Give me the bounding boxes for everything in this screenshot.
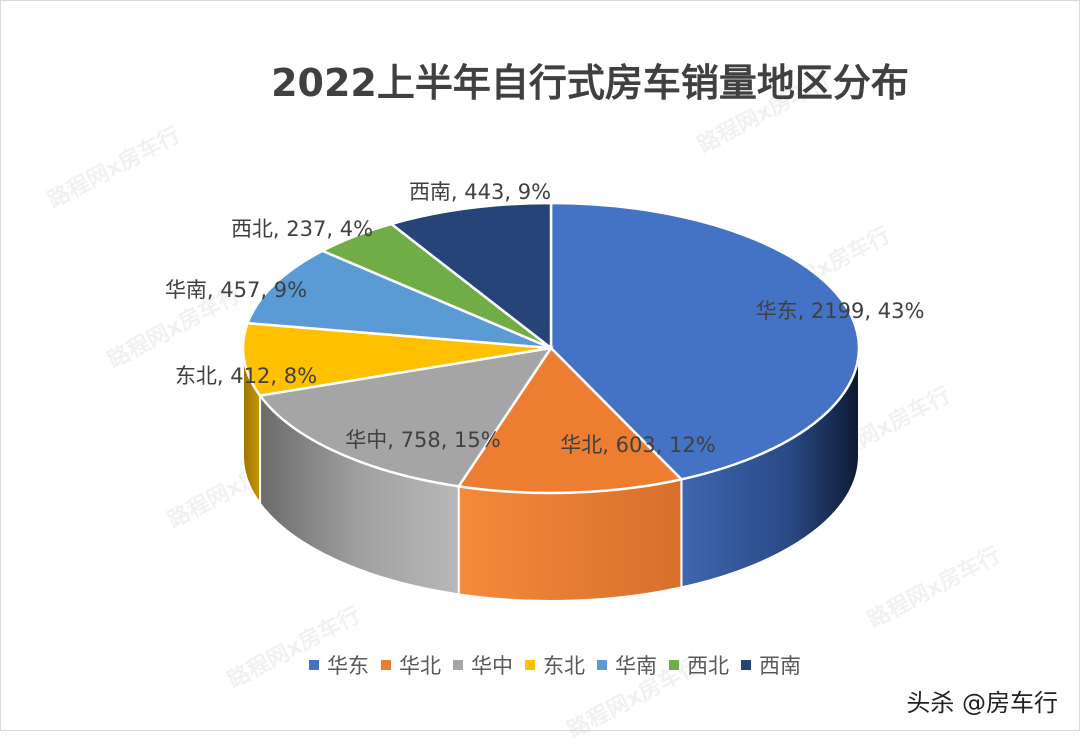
pie-slice-西南[interactable] — [388, 201, 553, 351]
legend-label: 西北 — [687, 654, 729, 678]
pie-slice-东北[interactable] — [241, 321, 552, 397]
pie-slice-华北[interactable] — [456, 346, 684, 495]
legend-swatch — [597, 660, 607, 670]
legend: 华东 华北 华中 东北 华南 西北 西南 — [0, 650, 1080, 680]
legend-swatch — [309, 660, 319, 670]
pie-labels: 华东, 2199, 43% 华北, 603, 12% 华中, 758, 15% 东北,… — [165, 180, 924, 457]
pie-sides — [242, 347, 860, 602]
pie-side-1 — [457, 478, 683, 602]
legend-swatch — [669, 660, 679, 670]
pie-slice-华东[interactable] — [549, 201, 861, 481]
source-credit: 头杀 @房车行 — [906, 689, 1058, 717]
data-label: 华中, 758, 15% — [345, 428, 500, 452]
pie-slice-华中[interactable] — [257, 346, 554, 488]
legend-label: 华东 — [327, 654, 369, 678]
legend-item-xibei[interactable]: 西北 — [669, 650, 729, 680]
legend-item-huabei[interactable]: 华北 — [381, 650, 441, 680]
legend-item-xinan[interactable]: 西南 — [741, 650, 801, 680]
legend-swatch — [381, 660, 391, 670]
data-label: 华南, 457, 9% — [165, 278, 307, 302]
legend-swatch — [453, 660, 463, 670]
legend-item-huadong[interactable]: 华东 — [309, 650, 369, 680]
legend-item-huanan[interactable]: 华南 — [597, 650, 657, 680]
pie-top — [241, 201, 861, 495]
legend-label: 西南 — [759, 654, 801, 678]
legend-label: 华南 — [615, 654, 657, 678]
legend-label: 华北 — [399, 654, 441, 678]
legend-item-huazhong[interactable]: 华中 — [453, 650, 513, 680]
data-label: 东北, 412, 8% — [175, 364, 317, 388]
pie-slice-华南[interactable] — [245, 249, 552, 350]
data-label: 华东, 2199, 43% — [756, 299, 925, 323]
data-label: 华北, 603, 12% — [560, 433, 715, 457]
data-label: 西北, 237, 4% — [231, 217, 373, 241]
legend-swatch — [525, 660, 535, 670]
data-label: 西南, 443, 9% — [409, 180, 551, 204]
legend-label: 东北 — [543, 654, 585, 678]
legend-swatch — [741, 660, 751, 670]
legend-item-dongbei[interactable]: 东北 — [525, 650, 585, 680]
legend-label: 华中 — [471, 654, 513, 678]
chart-title: 2022上半年自行式房车销量地区分布 — [271, 61, 909, 105]
